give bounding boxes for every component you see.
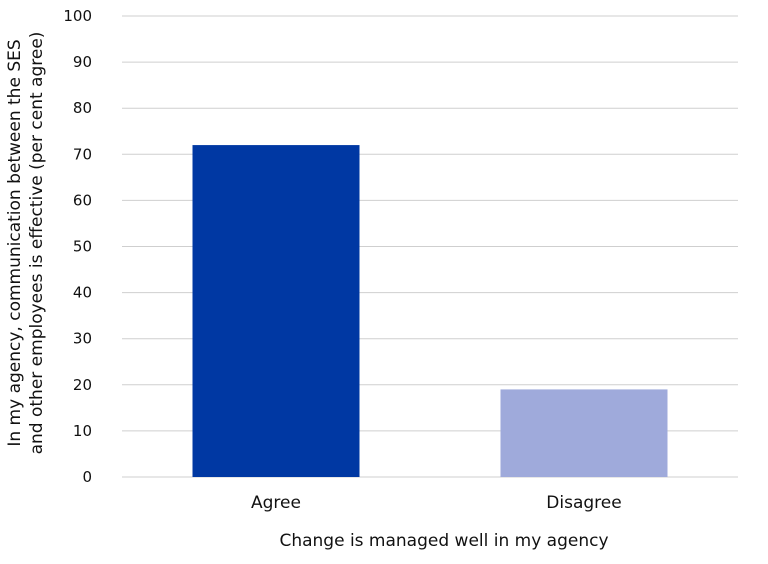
y-axis-title-line-1: In my agency, communication between the … (5, 39, 25, 446)
y-axis-title: In my agency, communication between the … (5, 32, 47, 455)
y-tick-label: 50 (73, 238, 92, 256)
x-axis-title: Change is managed well in my agency (279, 531, 608, 551)
y-tick-label: 90 (73, 53, 92, 71)
y-tick-label: 30 (73, 330, 92, 348)
y-tick-label: 20 (73, 376, 92, 394)
x-category-label: Disagree (546, 493, 621, 513)
y-tick-label: 40 (73, 284, 92, 302)
bar-disagree (500, 389, 668, 477)
y-tick-label: 60 (73, 191, 92, 209)
bars (192, 145, 668, 477)
y-tick-label: 0 (82, 468, 92, 486)
x-category-label: Agree (251, 493, 301, 513)
bar-agree (192, 145, 360, 477)
y-tick-label: 70 (73, 145, 92, 163)
y-tick-label: 100 (63, 7, 92, 25)
y-axis-ticks: 0 10 20 30 40 50 60 70 80 90 100 (63, 7, 92, 486)
x-axis-categories: Agree Disagree (251, 493, 622, 513)
y-axis-title-line-2: and other employees is effective (per ce… (27, 32, 47, 455)
y-tick-label: 80 (73, 99, 92, 117)
y-tick-label: 10 (73, 422, 92, 440)
